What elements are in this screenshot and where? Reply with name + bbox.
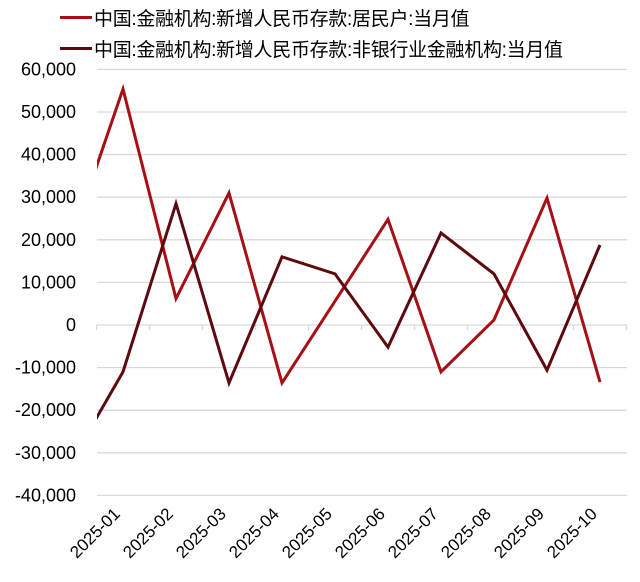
x-tick-label: 2025-07 xyxy=(384,504,442,562)
series-line-nonbank xyxy=(97,198,602,421)
y-tick-label: 10,000 xyxy=(21,272,76,292)
gridlines xyxy=(97,68,627,497)
chart-legend: 中国:金融机构:新增人民币存款:居民户:当月值 中国:金融机构:新增人民币存款:… xyxy=(60,2,563,64)
y-tick-label: -10,000 xyxy=(15,358,76,378)
x-tick-label: 2025-10 xyxy=(543,504,601,562)
x-tick-label: 2025-01 xyxy=(66,504,124,562)
y-tick-label: -30,000 xyxy=(15,443,76,463)
series-lines xyxy=(97,83,602,421)
y-tick-label: 40,000 xyxy=(21,145,76,165)
y-tick-label: -20,000 xyxy=(15,400,76,420)
legend-item-household: 中国:金融机构:新增人民币存款:居民户:当月值 xyxy=(60,2,563,33)
x-tick-label: 2025-05 xyxy=(278,504,336,562)
legend-item-nonbank: 中国:金融机构:新增人民币存款:非银行业金融机构:当月值 xyxy=(60,33,563,64)
legend-label-household: 中国:金融机构:新增人民币存款:居民户:当月值 xyxy=(94,9,470,30)
y-tick-label: 60,000 xyxy=(21,59,76,79)
legend-label-nonbank: 中国:金融机构:新增人民币存款:非银行业金融机构:当月值 xyxy=(94,40,563,61)
y-tick-label: -40,000 xyxy=(15,485,76,505)
y-tick-label: 20,000 xyxy=(21,230,76,250)
x-tick-label: 2025-03 xyxy=(172,504,230,562)
x-tick-label: 2025-09 xyxy=(490,504,548,562)
x-tick-label: 2025-02 xyxy=(119,504,177,562)
y-tick-label: 50,000 xyxy=(21,102,76,122)
x-tick-label: 2025-08 xyxy=(437,504,495,562)
legend-swatch-household xyxy=(60,16,92,19)
y-tick-label: 0 xyxy=(66,315,76,335)
x-tick-label: 2025-06 xyxy=(331,504,389,562)
legend-swatch-nonbank xyxy=(60,47,92,50)
x-tick-label: 2025-04 xyxy=(225,504,283,562)
y-axis: 60,000 50,000 40,000 30,000 20,000 10,000 0 -10… xyxy=(15,59,76,505)
series-line-household xyxy=(97,83,602,387)
y-tick-label: 30,000 xyxy=(21,187,76,207)
